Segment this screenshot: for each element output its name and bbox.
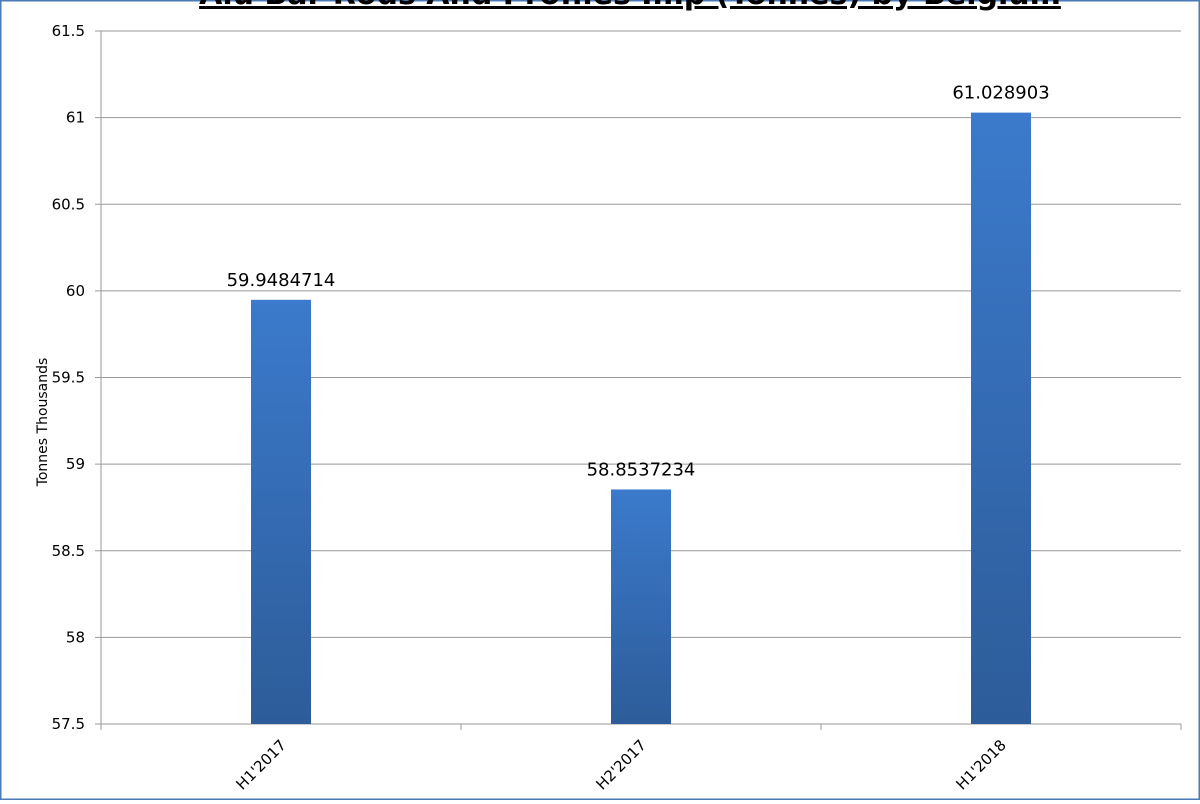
x-tick-label: H1'2017 — [232, 736, 289, 793]
y-tick-label: 61 — [66, 109, 85, 127]
chart-title: Alu Bar Rods And Profiles Imp (Tonnes) b… — [199, 0, 1061, 12]
bar — [971, 112, 1031, 724]
x-tick-label: H2'2017 — [592, 736, 649, 793]
y-tick-label: 57.5 — [52, 715, 85, 733]
bar — [251, 299, 311, 724]
y-tick-label: 59.5 — [52, 369, 85, 387]
value-label: 59.9484714 — [227, 270, 336, 291]
x-tick-label: H1'2018 — [952, 736, 1009, 793]
y-axis-label: Tonnes Thousands — [35, 358, 51, 488]
y-tick-label: 59 — [66, 455, 85, 473]
y-tick-label: 60 — [66, 282, 85, 300]
y-tick-label: 58 — [66, 628, 85, 646]
bar — [611, 489, 671, 724]
y-tick-label: 60.5 — [52, 195, 85, 213]
y-tick-label: 58.5 — [52, 542, 85, 560]
value-label: 61.028903 — [952, 83, 1049, 104]
value-label: 58.8537234 — [587, 459, 696, 480]
y-tick-label: 61.5 — [52, 22, 85, 40]
